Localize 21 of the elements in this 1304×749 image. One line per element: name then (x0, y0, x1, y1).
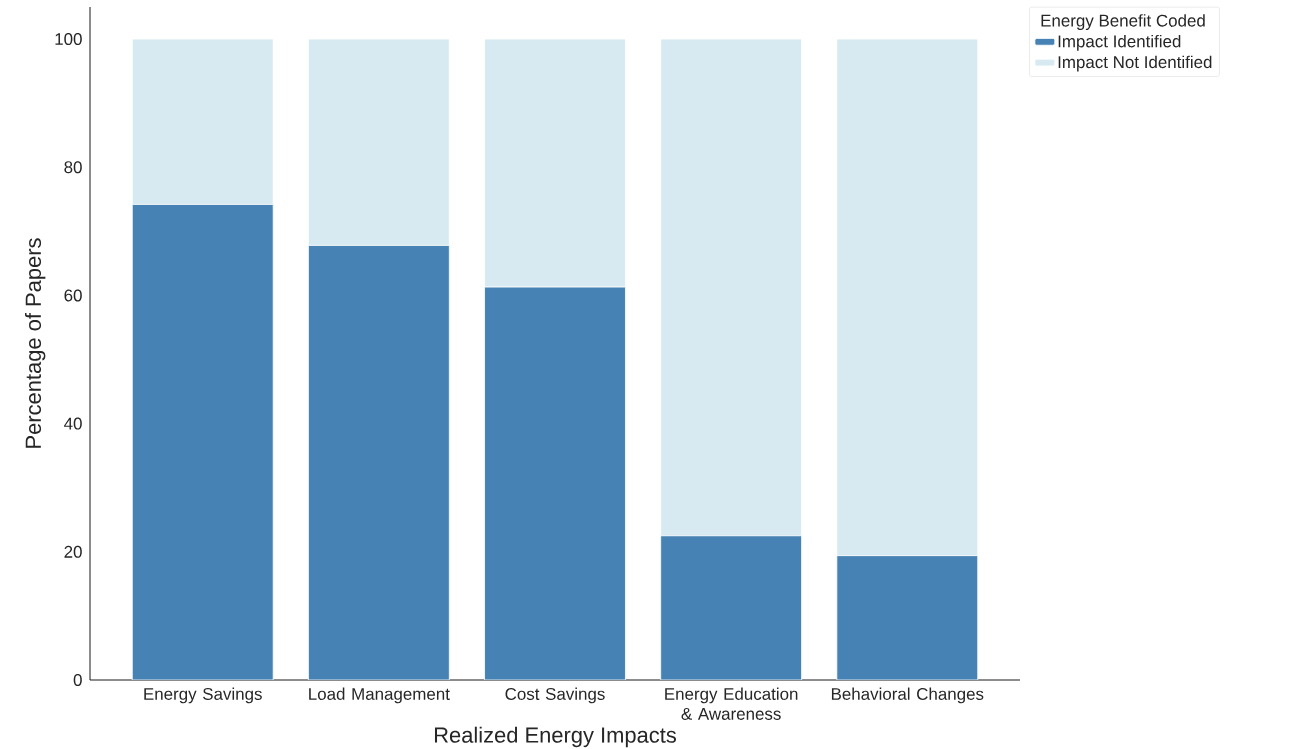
y-tick-label: 20 (64, 545, 82, 558)
x-axis-title: Realized Energy Impacts (434, 726, 676, 748)
y-tick-label: 80 (64, 161, 82, 174)
bar (660, 535, 802, 680)
bar (484, 286, 626, 680)
x-tick-label: Load Management (309, 687, 450, 704)
x-tick-label: Energy Education & Awareness (665, 687, 798, 720)
bar (131, 204, 274, 680)
x-tick-label: Behavioral Changes (831, 687, 984, 704)
bar (836, 555, 979, 680)
y-tick-label: 40 (64, 417, 82, 430)
x-tick-label: Cost Savings (505, 687, 605, 704)
legend-label: Impact Identified (1058, 34, 1181, 51)
y-axis-title: Percentage of Papers (24, 238, 46, 448)
x-tick-label: Energy Savings (144, 687, 262, 704)
legend-label: Impact Not Identified (1058, 55, 1212, 72)
y-tick-label: 0 (73, 674, 82, 686)
y-tick-label: 60 (64, 289, 82, 302)
y-tick-label: 100 (55, 33, 82, 46)
bar (308, 245, 450, 680)
legend-title: Energy Benefit Coded (1041, 14, 1205, 30)
